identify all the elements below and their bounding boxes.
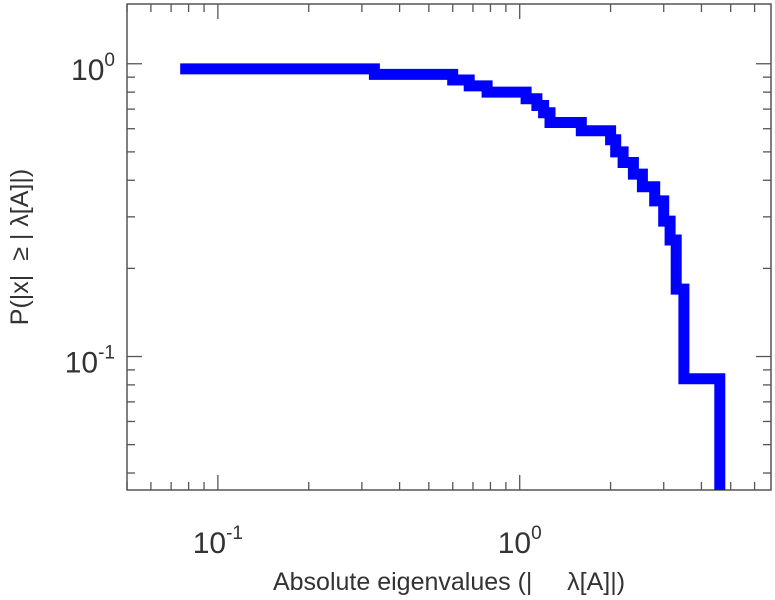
axis-ticks <box>126 4 771 490</box>
y-tick-label: 10-1 <box>65 343 115 380</box>
y-tick-label: 100 <box>71 50 115 87</box>
x-tick-label: 100 <box>498 523 542 560</box>
axis-tick-labels: 10-1 100 100 10-1 <box>65 50 542 560</box>
x-tick-label: 10-1 <box>193 523 243 560</box>
series-line <box>180 63 726 490</box>
y-axis-label: P(|x| ≥ | λ[A]|) <box>6 169 34 325</box>
plot-frame <box>126 3 772 491</box>
x-axis-label: Absolute eigenvalues (| λ[A]|) <box>273 568 625 596</box>
series-layer <box>180 63 726 490</box>
